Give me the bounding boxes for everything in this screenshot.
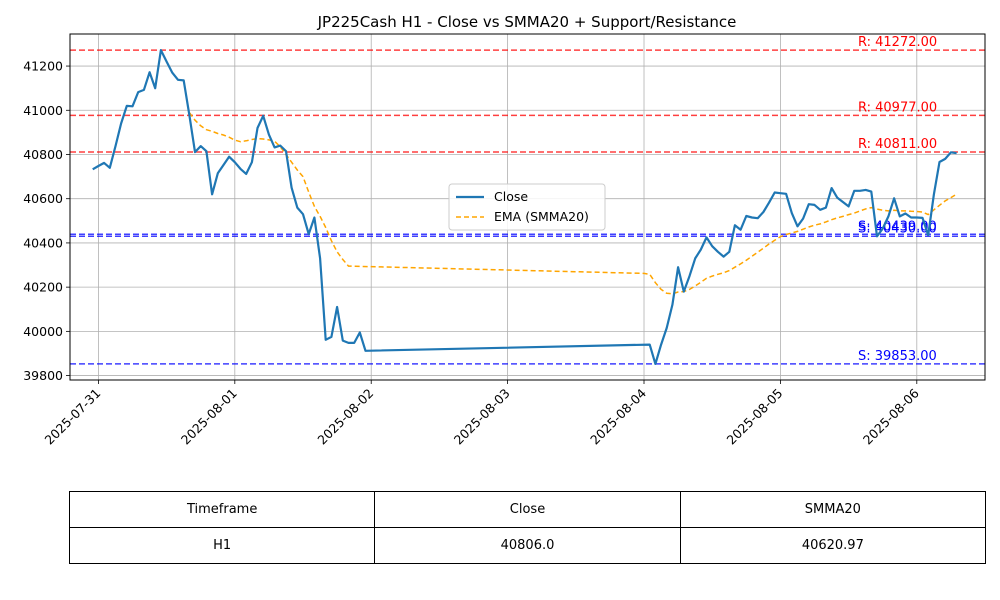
table-row: H1 40806.0 40620.97: [68, 527, 987, 564]
legend-box: [448, 183, 606, 231]
table-cell-smma20: 40620.97: [679, 527, 987, 564]
y-tick-label: 40000: [23, 324, 63, 339]
series-line-close: [92, 49, 957, 365]
x-tick-label: 2025-08-02: [314, 386, 376, 448]
series: [92, 49, 957, 365]
y-tick-label: 41200: [23, 59, 63, 74]
table-header-cell: Close: [374, 491, 681, 528]
x-tick-label: 2025-07-31: [42, 386, 104, 448]
axes: 39800 40000 40200 40400 40600 40800 41000 41200…: [23, 59, 922, 448]
x-tick-label: 2025-08-05: [724, 386, 786, 448]
table-header-cell: Timeframe: [68, 491, 376, 528]
table-cell-timeframe: H1: [68, 527, 376, 564]
table-header-row: Timeframe Close SMMA20: [68, 491, 987, 528]
legend: Close EMA (SMMA20): [448, 183, 606, 231]
resistance-label: R: 40977.00: [858, 100, 937, 115]
chart-title: JP225Cash H1 - Close vs SMMA20 + Support…: [317, 13, 737, 31]
table-header-cell: SMMA20: [679, 491, 987, 528]
support-label: S: 40430.00: [858, 221, 937, 236]
y-tick-label: 41000: [23, 103, 63, 118]
y-tick-label: 40200: [23, 280, 63, 295]
legend-label-smma20: EMA (SMMA20): [494, 209, 589, 224]
x-tick-label: 2025-08-04: [587, 385, 649, 447]
y-tick-label: 40800: [23, 147, 63, 162]
x-tick-label: 2025-08-06: [860, 385, 922, 447]
support-resistance-levels: R: 41272.00 R: 40977.00 R: 40811.00 S: 4043…: [70, 35, 985, 365]
legend-label-close: Close: [494, 189, 528, 204]
x-tick-label: 2025-08-01: [178, 386, 240, 448]
resistance-label: R: 41272.00: [858, 35, 937, 50]
support-label: S: 40439.00: [858, 219, 937, 234]
support-label: S: 39853.00: [858, 349, 937, 364]
chart: JP225Cash H1 - Close vs SMMA20 + Support…: [23, 13, 986, 448]
y-tick-label: 39800: [23, 368, 63, 383]
resistance-label: R: 40811.00: [858, 137, 937, 152]
summary-table: Timeframe Close SMMA20 H1 40806.0 40620.…: [68, 491, 987, 564]
series-line-smma20: [188, 112, 957, 295]
y-tick-label: 40600: [23, 191, 63, 206]
y-tick-label: 40400: [23, 235, 63, 250]
plot-frame: [69, 33, 986, 381]
table-cell-close: 40806.0: [374, 527, 681, 564]
x-tick-label: 2025-08-03: [451, 386, 513, 448]
